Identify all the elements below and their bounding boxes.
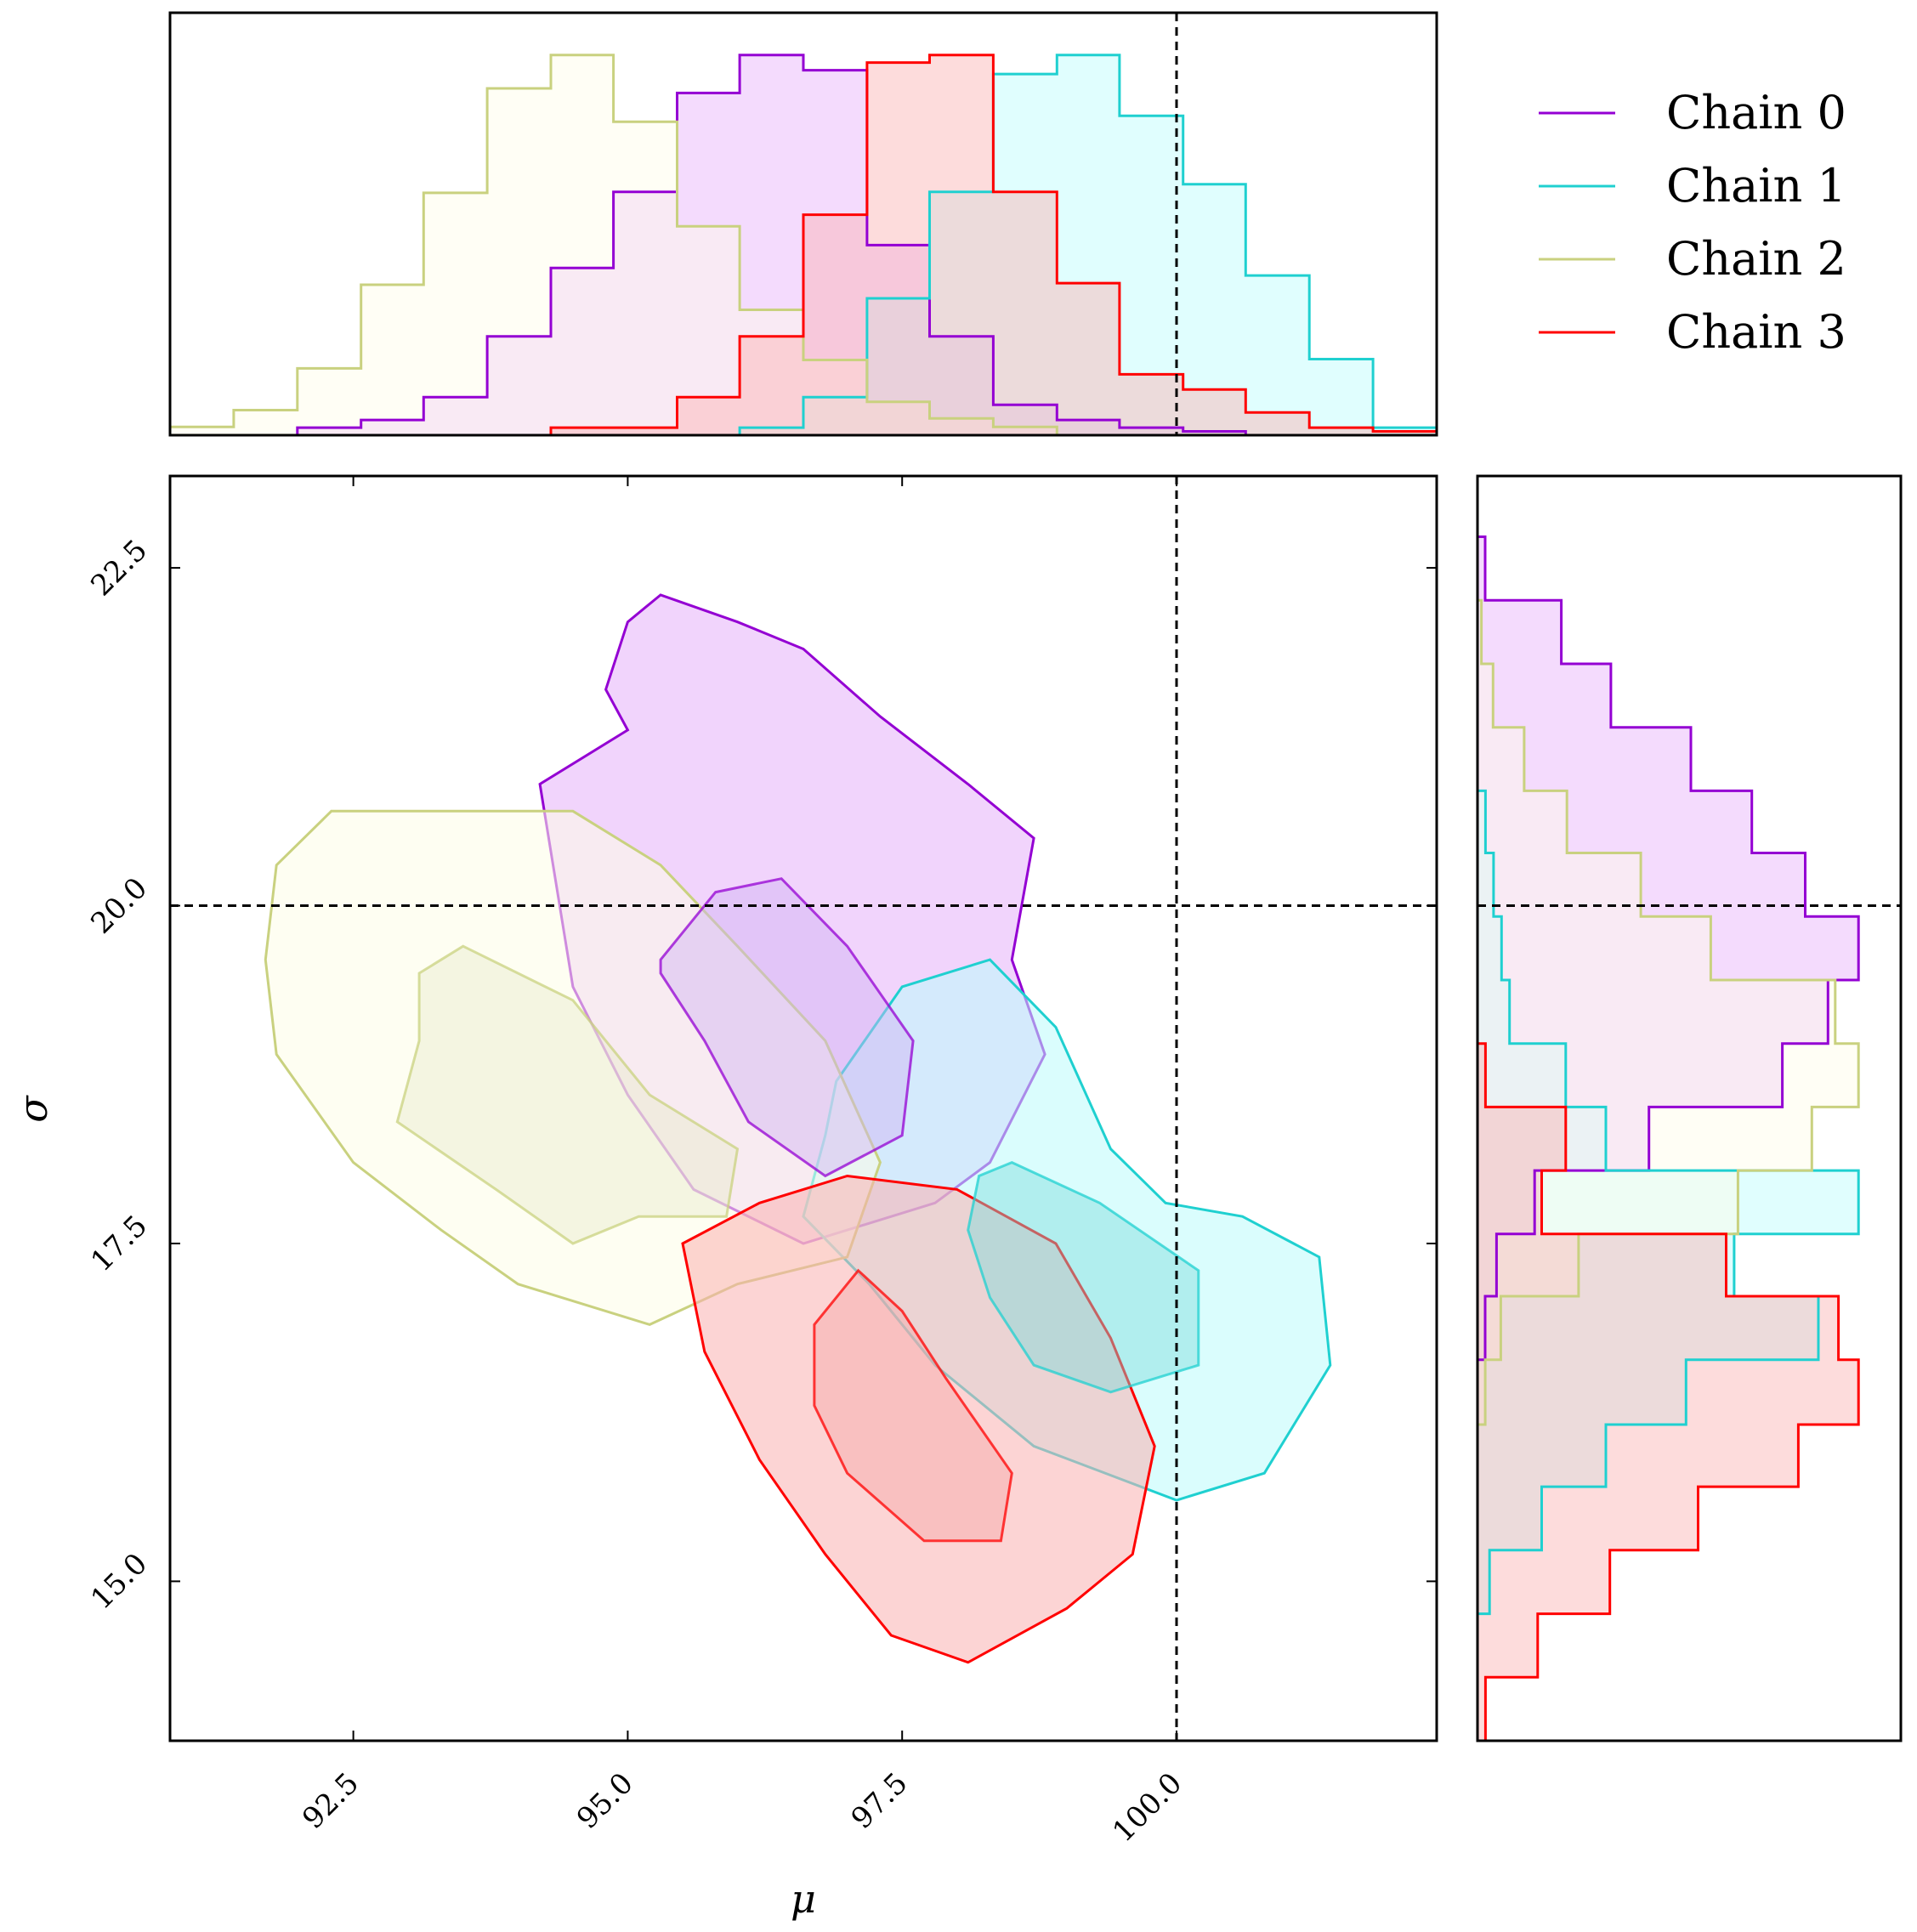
- y-tick-label: 22.5: [84, 533, 154, 603]
- chain-3-outer-contour: [681, 1174, 1156, 1664]
- x-axis-label: μ: [791, 1876, 816, 1922]
- y-tick-label: 20.0: [84, 871, 154, 941]
- chain-2-sigma-hist-fill: [1477, 476, 1859, 1741]
- legend-item-chain-1: Chain 1: [1539, 159, 1846, 212]
- legend-item-chain-0: Chain 0: [1539, 86, 1846, 139]
- legend-item-chain-2: Chain 2: [1539, 232, 1846, 286]
- sigma-marginal-histogram-panel: [1476, 474, 1903, 1742]
- chain-2-sigma-hist-step: [1476, 476, 1860, 1741]
- legend-label: Chain 2: [1666, 232, 1846, 286]
- mu-sigma-joint-panel: [168, 474, 1438, 1742]
- chain-2-inner-contour: [395, 944, 740, 1245]
- chain-1-sigma-hist-fill: [1477, 476, 1859, 1741]
- x-tick-label: 95.0: [570, 1766, 640, 1836]
- y-tick-label: 15.0: [84, 1547, 154, 1617]
- y-tick-labels: 15.0 17.5 20.0 22.5: [84, 533, 154, 1616]
- mu-marginal-histogram-panel: [168, 11, 1438, 437]
- sigma-histogram-background: [1477, 476, 1901, 1741]
- x-tick-label: 97.5: [845, 1766, 915, 1836]
- chain-0-inner-contour: [659, 877, 915, 1178]
- legend-label: Chain 0: [1666, 86, 1846, 139]
- chain-3-sigma-hist-fill: [1477, 476, 1859, 1741]
- y-axis-label: σ: [10, 1095, 56, 1123]
- y-tick-label: 17.5: [84, 1209, 154, 1278]
- chain-0-mu-hist-step: [170, 54, 1437, 437]
- legend: Chain 0 Chain 1 Chain 2 Chain 3: [1539, 86, 1846, 359]
- chain-1-inner-contour: [967, 1160, 1200, 1394]
- sigma-histogram-frame: [1476, 474, 1903, 1742]
- legend-label: Chain 1: [1666, 159, 1846, 212]
- chain-0-sigma-hist-fill: [1477, 476, 1859, 1741]
- x-tick-labels: 92.5 95.0 97.5 100.0: [296, 1766, 1188, 1849]
- joint-panel-frame: [168, 474, 1438, 1742]
- chain-3-inner-contour: [813, 1268, 1013, 1543]
- mu-histogram-frame: [168, 11, 1438, 437]
- chain-1-sigma-hist-step: [1476, 476, 1860, 1741]
- x-tick-label: 100.0: [1106, 1766, 1188, 1849]
- legend-item-chain-3: Chain 3: [1539, 305, 1846, 359]
- legend-label: Chain 3: [1666, 305, 1846, 359]
- x-tick-label: 92.5: [296, 1766, 366, 1836]
